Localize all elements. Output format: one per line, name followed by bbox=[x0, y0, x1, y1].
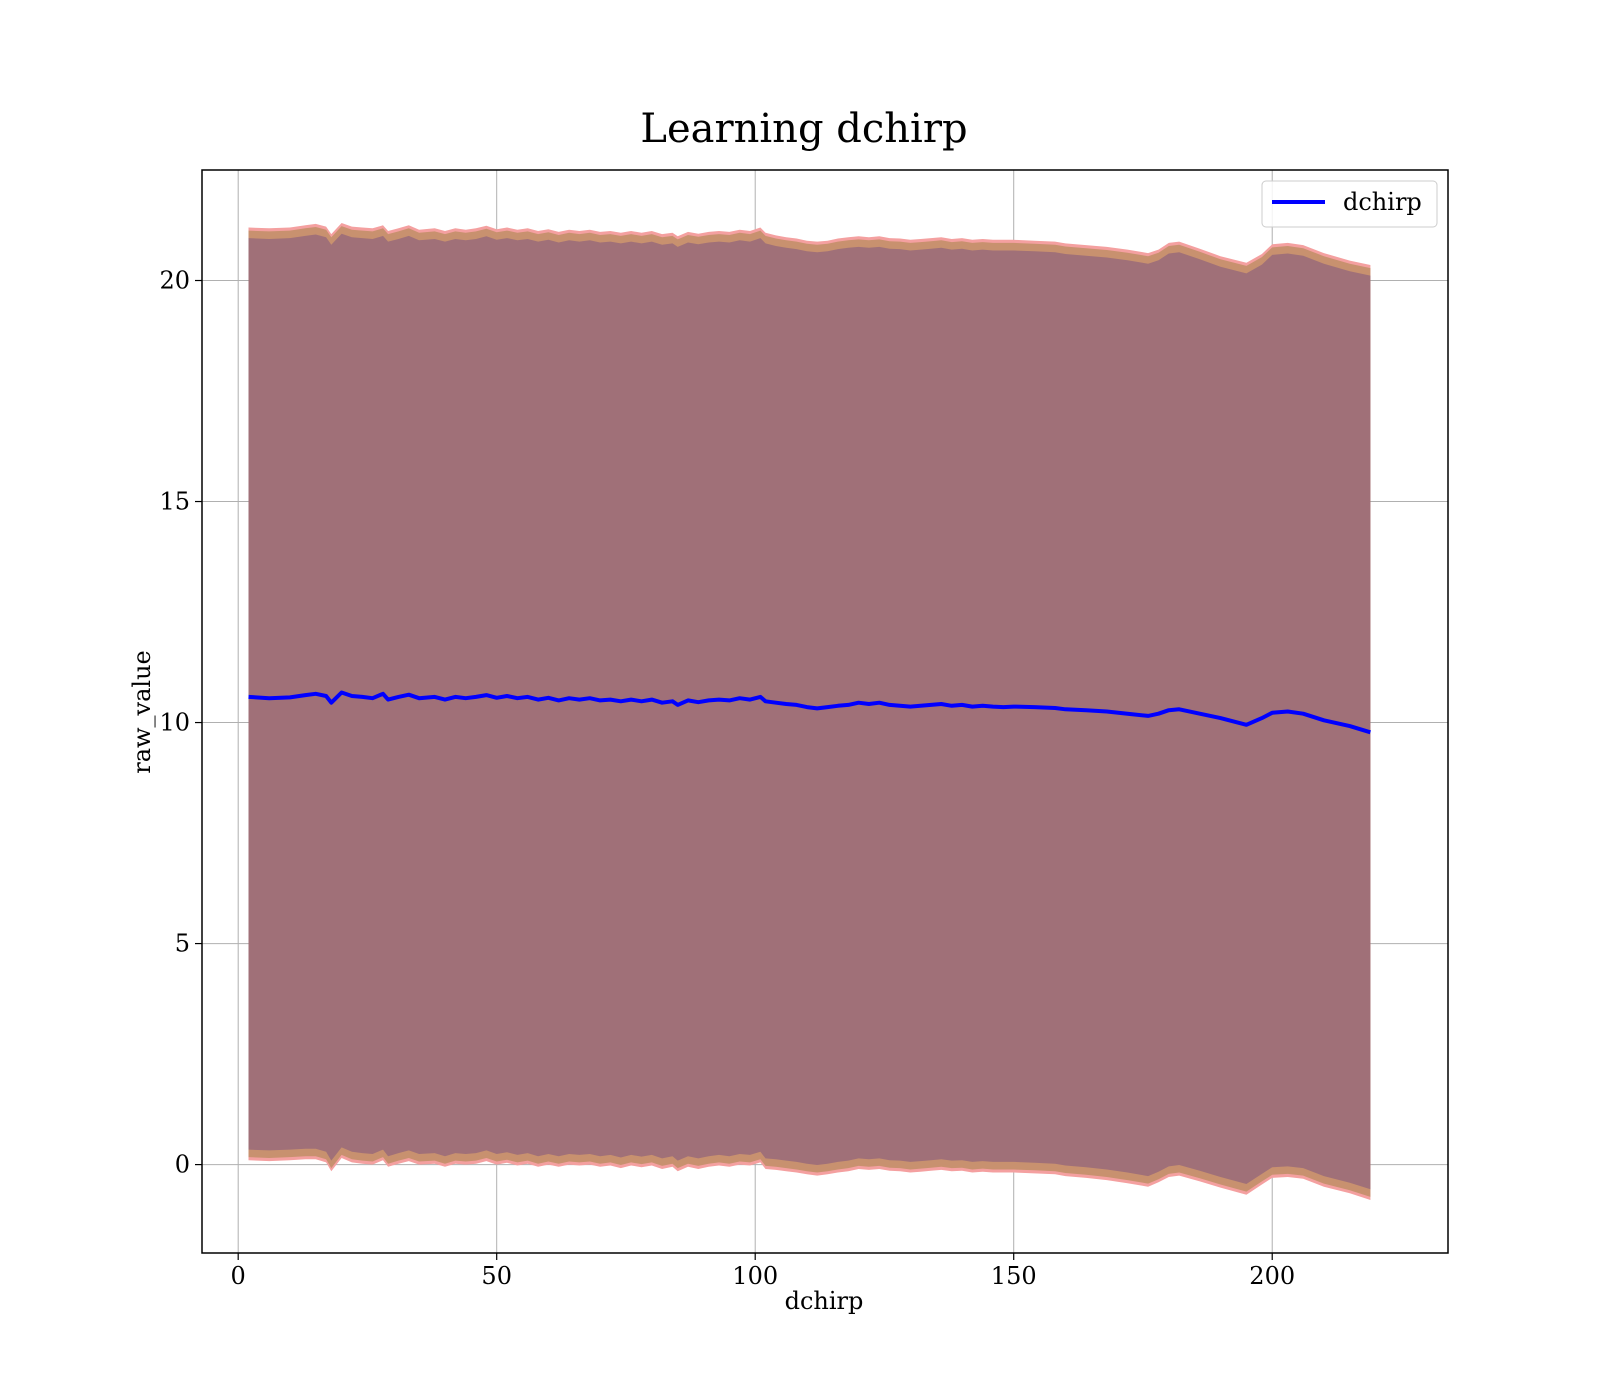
x-tick-label: 150 bbox=[991, 1262, 1037, 1290]
series-lines bbox=[248, 690, 1371, 735]
legend-label: dchirp bbox=[1343, 188, 1422, 216]
y-tick-label: 5 bbox=[175, 930, 190, 958]
x-tick-label: 0 bbox=[231, 1262, 246, 1290]
legend: dchirp bbox=[1261, 180, 1438, 228]
series-line-dchirp bbox=[248, 690, 1371, 735]
y-tick-label: 10 bbox=[159, 709, 190, 737]
inner-band bbox=[248, 233, 1371, 1190]
y-axis-ticks: 0 5 10 15 20 bbox=[159, 267, 202, 1179]
x-tick-label: 50 bbox=[481, 1262, 512, 1290]
x-tick-label: 200 bbox=[1249, 1262, 1295, 1290]
y-axis-label: raw_value bbox=[128, 650, 156, 774]
chart-title: Learning dchirp bbox=[640, 106, 967, 152]
confidence-bands bbox=[248, 223, 1371, 1200]
legend-box bbox=[1261, 180, 1438, 228]
y-tick-label: 20 bbox=[159, 267, 190, 295]
x-axis-ticks: 0 50 100 150 200 bbox=[231, 1253, 1295, 1290]
plot-frame bbox=[201, 169, 1449, 1254]
y-tick-label: 0 bbox=[175, 1151, 190, 1179]
x-tick-label: 100 bbox=[732, 1262, 778, 1290]
y-tick-label: 15 bbox=[159, 488, 190, 516]
x-axis-label: dchirp bbox=[785, 1287, 864, 1315]
